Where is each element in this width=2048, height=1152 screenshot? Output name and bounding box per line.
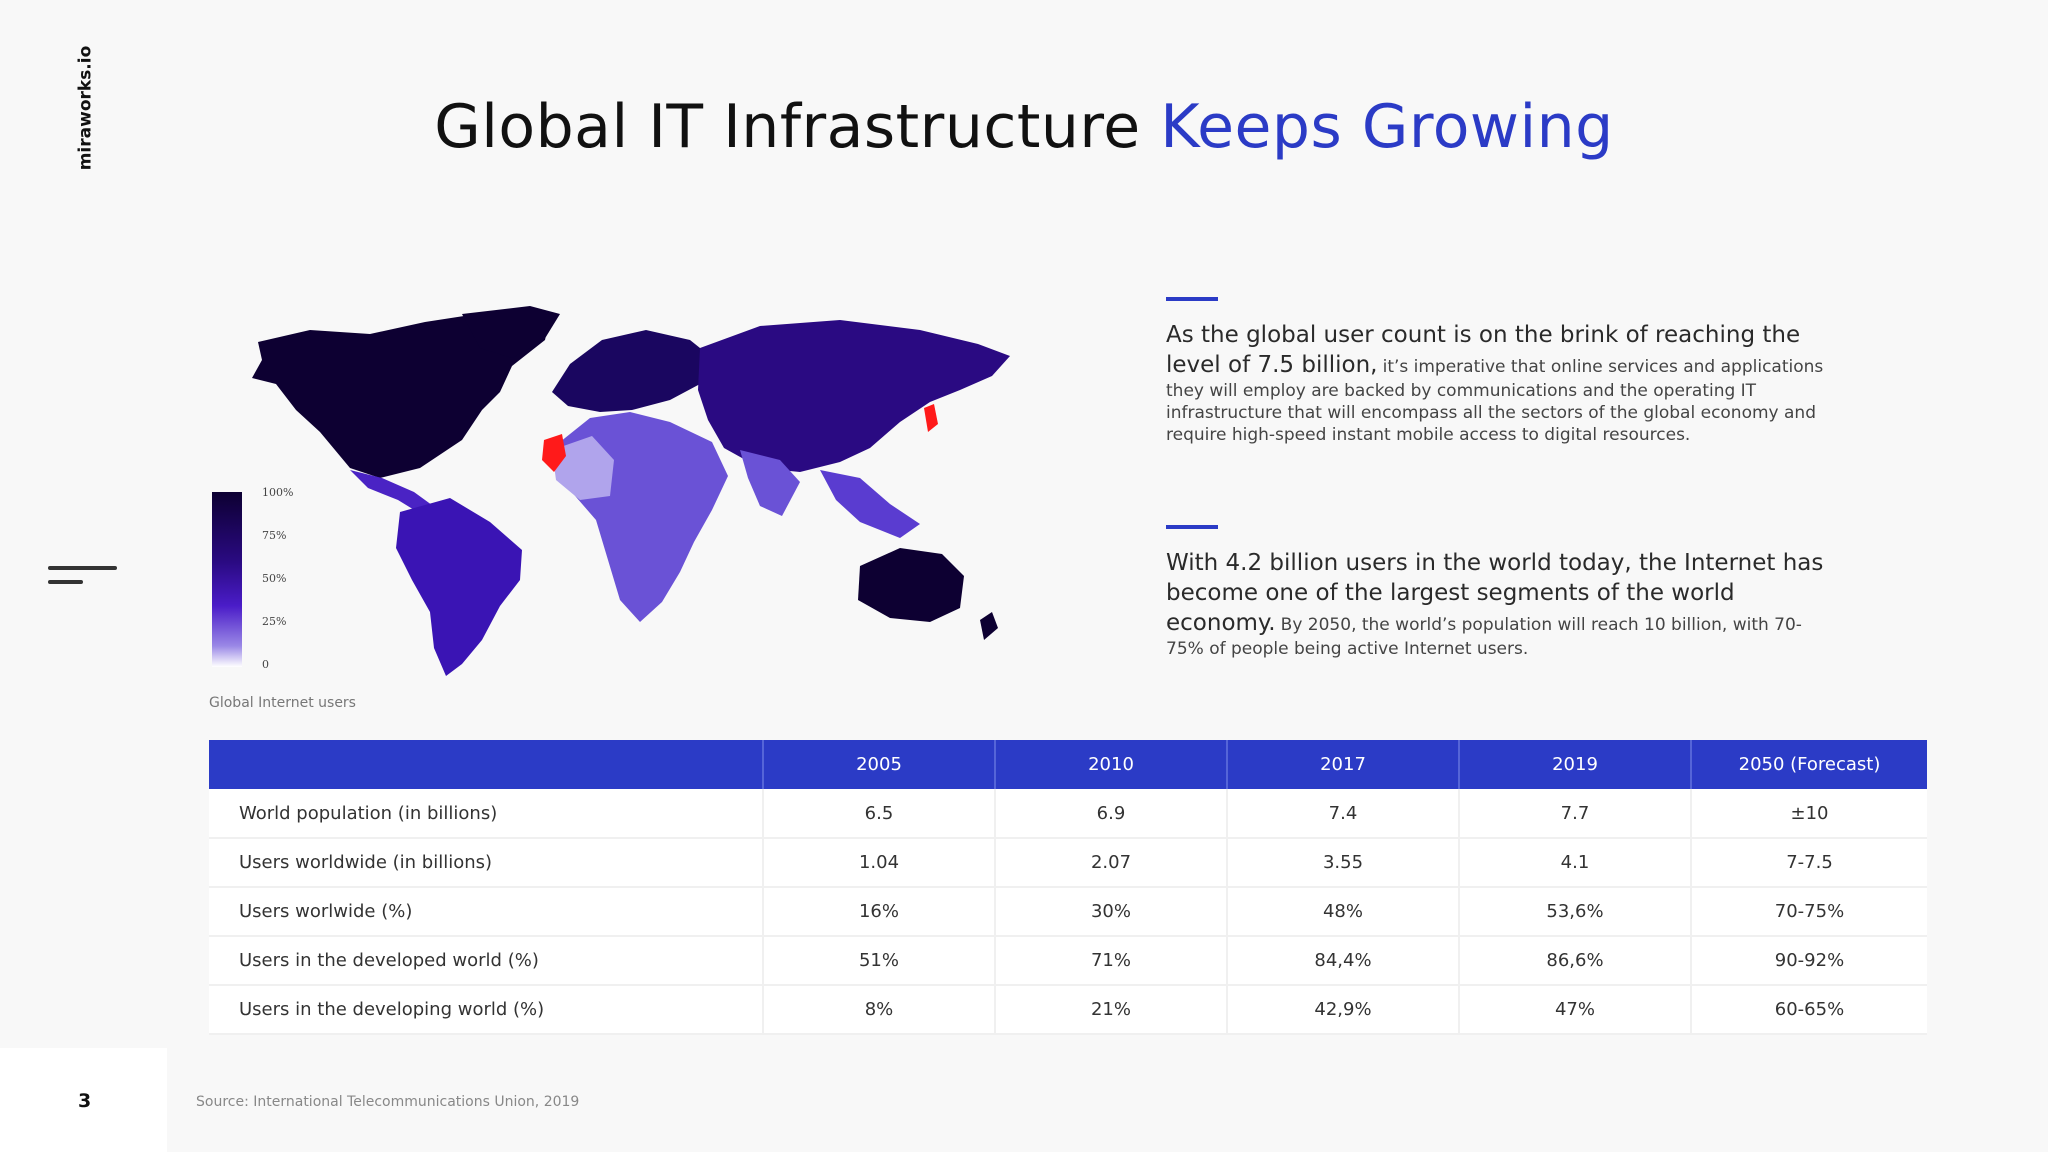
internet-users-table: 2005 2010 2017 2019 2050 (Forecast) Worl… [209, 740, 1927, 1035]
table-header: 2019 [1459, 740, 1692, 789]
row-label: Users in the developed world (%) [209, 936, 764, 986]
title-main: Global IT Infrastructure [434, 92, 1141, 162]
map-asia [698, 320, 1010, 472]
table-header: 2017 [1227, 740, 1460, 789]
accent-dash [1166, 297, 1218, 301]
table-header: 2010 [995, 740, 1228, 789]
table-cell: 6.9 [995, 789, 1228, 839]
row-label: Users in the developing world (%) [209, 985, 764, 1035]
table-cell: 84,4% [1227, 936, 1460, 986]
map-south-america [396, 498, 522, 676]
table-row: Users worldwide (in billions) 1.04 2.07 … [209, 838, 1927, 888]
map-caption: Global Internet users [209, 695, 356, 711]
table-cell: 7.7 [1459, 789, 1692, 839]
table-cell: 42,9% [1227, 985, 1460, 1035]
table-cell: 51% [763, 936, 996, 986]
page-number: 3 [78, 1090, 92, 1112]
legend-tick: 50% [262, 572, 287, 585]
table-cell: 2.07 [995, 838, 1228, 888]
world-map [200, 300, 1020, 680]
table-cell: 7-7.5 [1691, 838, 1927, 888]
table-cell: 6.5 [763, 789, 996, 839]
table-header: 2005 [763, 740, 996, 789]
paragraph-lead: With 4.2 billion users in the world toda… [1166, 550, 1824, 636]
map-greenland [462, 306, 560, 358]
table-header [209, 740, 764, 789]
table-cell: 30% [995, 887, 1228, 937]
paragraph-body: it’s imperative that online services and… [1166, 357, 1824, 445]
table-cell: 47% [1459, 985, 1692, 1035]
paragraph-body: By 2050, the world’s population will rea… [1166, 615, 1802, 659]
table-row: Users in the developing world (%) 8% 21%… [209, 985, 1927, 1035]
table-cell: 60-65% [1691, 985, 1927, 1035]
map-australia [858, 548, 964, 622]
table-cell: 8% [763, 985, 996, 1035]
map-africa-light [552, 436, 614, 500]
table-cell: 4.1 [1459, 838, 1692, 888]
map-central-america [350, 470, 444, 516]
legend-tick: 100% [262, 486, 294, 499]
table-cell: 16% [763, 887, 996, 937]
map-southeast-asia [820, 470, 920, 538]
row-label: Users worlwide (%) [209, 887, 764, 937]
page-title: Global IT Infrastructure Keeps Growing [0, 92, 2048, 162]
table-cell: 71% [995, 936, 1228, 986]
table-cell: 70-75% [1691, 887, 1927, 937]
table-cell: 53,6% [1459, 887, 1692, 937]
legend-tick: 25% [262, 615, 287, 628]
map-west-africa-highlight [542, 434, 566, 472]
menu-lines-icon [48, 566, 117, 584]
map-korea-highlight [924, 404, 938, 432]
map-south-asia [740, 450, 800, 516]
table-header: 2050 (Forecast) [1691, 740, 1927, 789]
table-cell: 48% [1227, 887, 1460, 937]
legend-tick: 0 [262, 658, 269, 671]
table-cell: 21% [995, 985, 1228, 1035]
table-cell: 90-92% [1691, 936, 1927, 986]
paragraph-internet-economy: With 4.2 billion users in the world toda… [1166, 548, 1826, 660]
accent-dash [1166, 525, 1218, 529]
row-label: Users worldwide (in billions) [209, 838, 764, 888]
table-header-row: 2005 2010 2017 2019 2050 (Forecast) [209, 740, 1927, 789]
paragraph-user-count: As the global user count is on the brink… [1166, 320, 1826, 446]
legend-color-scale [212, 492, 242, 667]
table-cell: 3.55 [1227, 838, 1460, 888]
map-europe [552, 330, 710, 412]
table-row: Users in the developed world (%) 51% 71%… [209, 936, 1927, 986]
table-cell: 86,6% [1459, 936, 1692, 986]
title-accent: Keeps Growing [1160, 92, 1614, 162]
source-note: Source: International Telecommunications… [196, 1094, 580, 1110]
row-label: World population (in billions) [209, 789, 764, 839]
page-number-box [0, 1048, 167, 1152]
map-north-america [252, 312, 550, 478]
table-cell: ±10 [1691, 789, 1927, 839]
table-cell: 1.04 [763, 838, 996, 888]
table-row: Users worlwide (%) 16% 30% 48% 53,6% 70-… [209, 887, 1927, 937]
table-cell: 7.4 [1227, 789, 1460, 839]
paragraph-lead: As the global user count is on the brink… [1166, 322, 1801, 378]
world-map-graphic [252, 306, 1010, 676]
legend-tick: 75% [262, 529, 287, 542]
map-new-zealand [980, 612, 998, 640]
table-row: World population (in billions) 6.5 6.9 7… [209, 789, 1927, 839]
